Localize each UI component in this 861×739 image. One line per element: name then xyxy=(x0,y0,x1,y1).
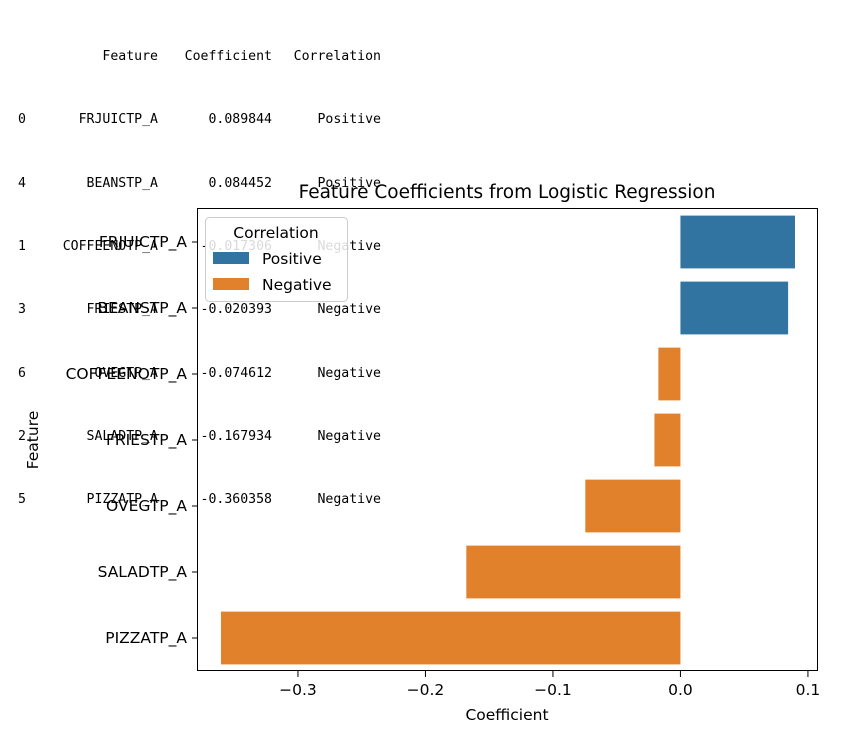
dataframe-index: 5 xyxy=(18,492,26,508)
x-tick-label: −0.3 xyxy=(279,681,317,699)
dataframe-index: 1 xyxy=(18,239,26,255)
legend-swatch-negative xyxy=(213,278,249,290)
y-tick-label: FRJUICTP_A xyxy=(99,233,188,252)
bar-friestp-a xyxy=(654,413,681,467)
dataframe-feature-cell: OVEGTP_A xyxy=(94,365,158,381)
dataframe-output: Feature Coefficient Correlation 0 FRJUICTP_… xyxy=(18,4,381,531)
dataframe-correlation-cell: Positive xyxy=(317,112,381,128)
dataframe-correlation-cell: Negative xyxy=(317,492,381,508)
dataframe-row: 4 BEANSTP_A 0.084452 Positive xyxy=(18,173,381,194)
x-axis-label: Coefficient xyxy=(465,706,548,724)
y-tick-label: COFFEENOTP_A xyxy=(66,365,188,384)
y-tick-label: OVEGTP_A xyxy=(106,497,187,516)
dataframe-index: 6 xyxy=(18,365,26,381)
dataframe-column-header: Coefficient xyxy=(184,49,272,65)
dataframe-coefficient-cell: 0.084452 xyxy=(208,175,272,191)
dataframe-index: 0 xyxy=(18,112,26,128)
dataframe-row: 5 PIZZATP_A -0.360358 Negative xyxy=(18,489,381,510)
dataframe-row: 3 FRIESTP_A -0.020393 Negative xyxy=(18,299,381,320)
y-tick-label: PIZZATP_A xyxy=(105,629,187,648)
x-tick-label: 0.1 xyxy=(796,681,821,699)
chart-title: Feature Coefficients from Logistic Regre… xyxy=(299,182,716,203)
legend-swatch-positive xyxy=(213,252,249,264)
bar-ovegtp-a xyxy=(585,479,681,533)
bar-beanstp-a xyxy=(680,281,789,335)
y-tick-label: SALADTP_A xyxy=(98,563,188,582)
dataframe-correlation-cell: Negative xyxy=(317,365,381,381)
y-axis-label: Feature xyxy=(24,411,42,470)
legend-label-negative: Negative xyxy=(262,276,332,294)
legend: Correlation Positive Negative xyxy=(205,217,348,302)
dataframe-feature-cell: FRJUICTP_A xyxy=(78,112,158,128)
dataframe-feature-cell: FRIESTP_A xyxy=(86,302,158,318)
dataframe-coefficient-cell: 0.089844 xyxy=(208,112,272,128)
bar-coffeenotp-a xyxy=(658,347,681,401)
dataframe-row: 0 FRJUICTP_A 0.089844 Positive xyxy=(18,109,381,130)
dataframe-index: 3 xyxy=(18,302,26,318)
legend-label-positive: Positive xyxy=(262,250,322,268)
bars-group xyxy=(221,215,795,665)
dataframe-feature-cell: BEANSTP_A xyxy=(86,175,158,191)
bar-pizzatp-a xyxy=(221,611,681,665)
dataframe-correlation-cell: Negative xyxy=(317,428,381,444)
legend-title: Correlation xyxy=(233,224,318,242)
x-tick-label: −0.2 xyxy=(407,681,445,699)
dataframe-coefficient-cell: -0.167934 xyxy=(200,428,272,444)
dataframe-row: 6 OVEGTP_A -0.074612 Negative xyxy=(18,363,381,384)
dataframe-row: 2 SALADTP_A -0.167934 Negative xyxy=(18,426,381,447)
bar-frjuictp-a xyxy=(680,215,795,269)
dataframe-feature-cell: PIZZATP_A xyxy=(86,492,158,508)
dataframe-index: 4 xyxy=(18,175,26,191)
x-tick-label: 0.0 xyxy=(668,681,693,699)
y-tick-label: BEANSTP_A xyxy=(97,299,187,318)
y-tick-label: FRIESTP_A xyxy=(106,431,187,450)
dataframe-column-header: Feature xyxy=(102,49,158,65)
dataframe-index: 2 xyxy=(18,428,26,444)
dataframe-column-header: Correlation xyxy=(293,49,381,65)
x-axis: −0.3 −0.2 −0.1 0.0 0.1 xyxy=(279,671,820,699)
plot-frame xyxy=(197,208,818,671)
bar-saladtp-a xyxy=(466,545,681,599)
x-tick-label: −0.1 xyxy=(534,681,572,699)
dataframe-header-row: Feature Coefficient Correlation xyxy=(18,46,381,67)
dataframe-feature-cell: SALADTP_A xyxy=(86,428,158,444)
dataframe-feature-cell: COFFEENOTP_A xyxy=(62,239,158,255)
dataframe-correlation-cell: Positive xyxy=(317,175,381,191)
dataframe-coefficient-cell: -0.020393 xyxy=(200,302,272,318)
dataframe-coefficient-cell: -0.360358 xyxy=(200,492,272,508)
dataframe-coefficient-cell: -0.074612 xyxy=(200,365,272,381)
y-axis: FRJUICTP_A BEANSTP_A COFFEENOTP_A FRIESTP_A… xyxy=(66,233,198,648)
dataframe-correlation-cell: Negative xyxy=(317,302,381,318)
